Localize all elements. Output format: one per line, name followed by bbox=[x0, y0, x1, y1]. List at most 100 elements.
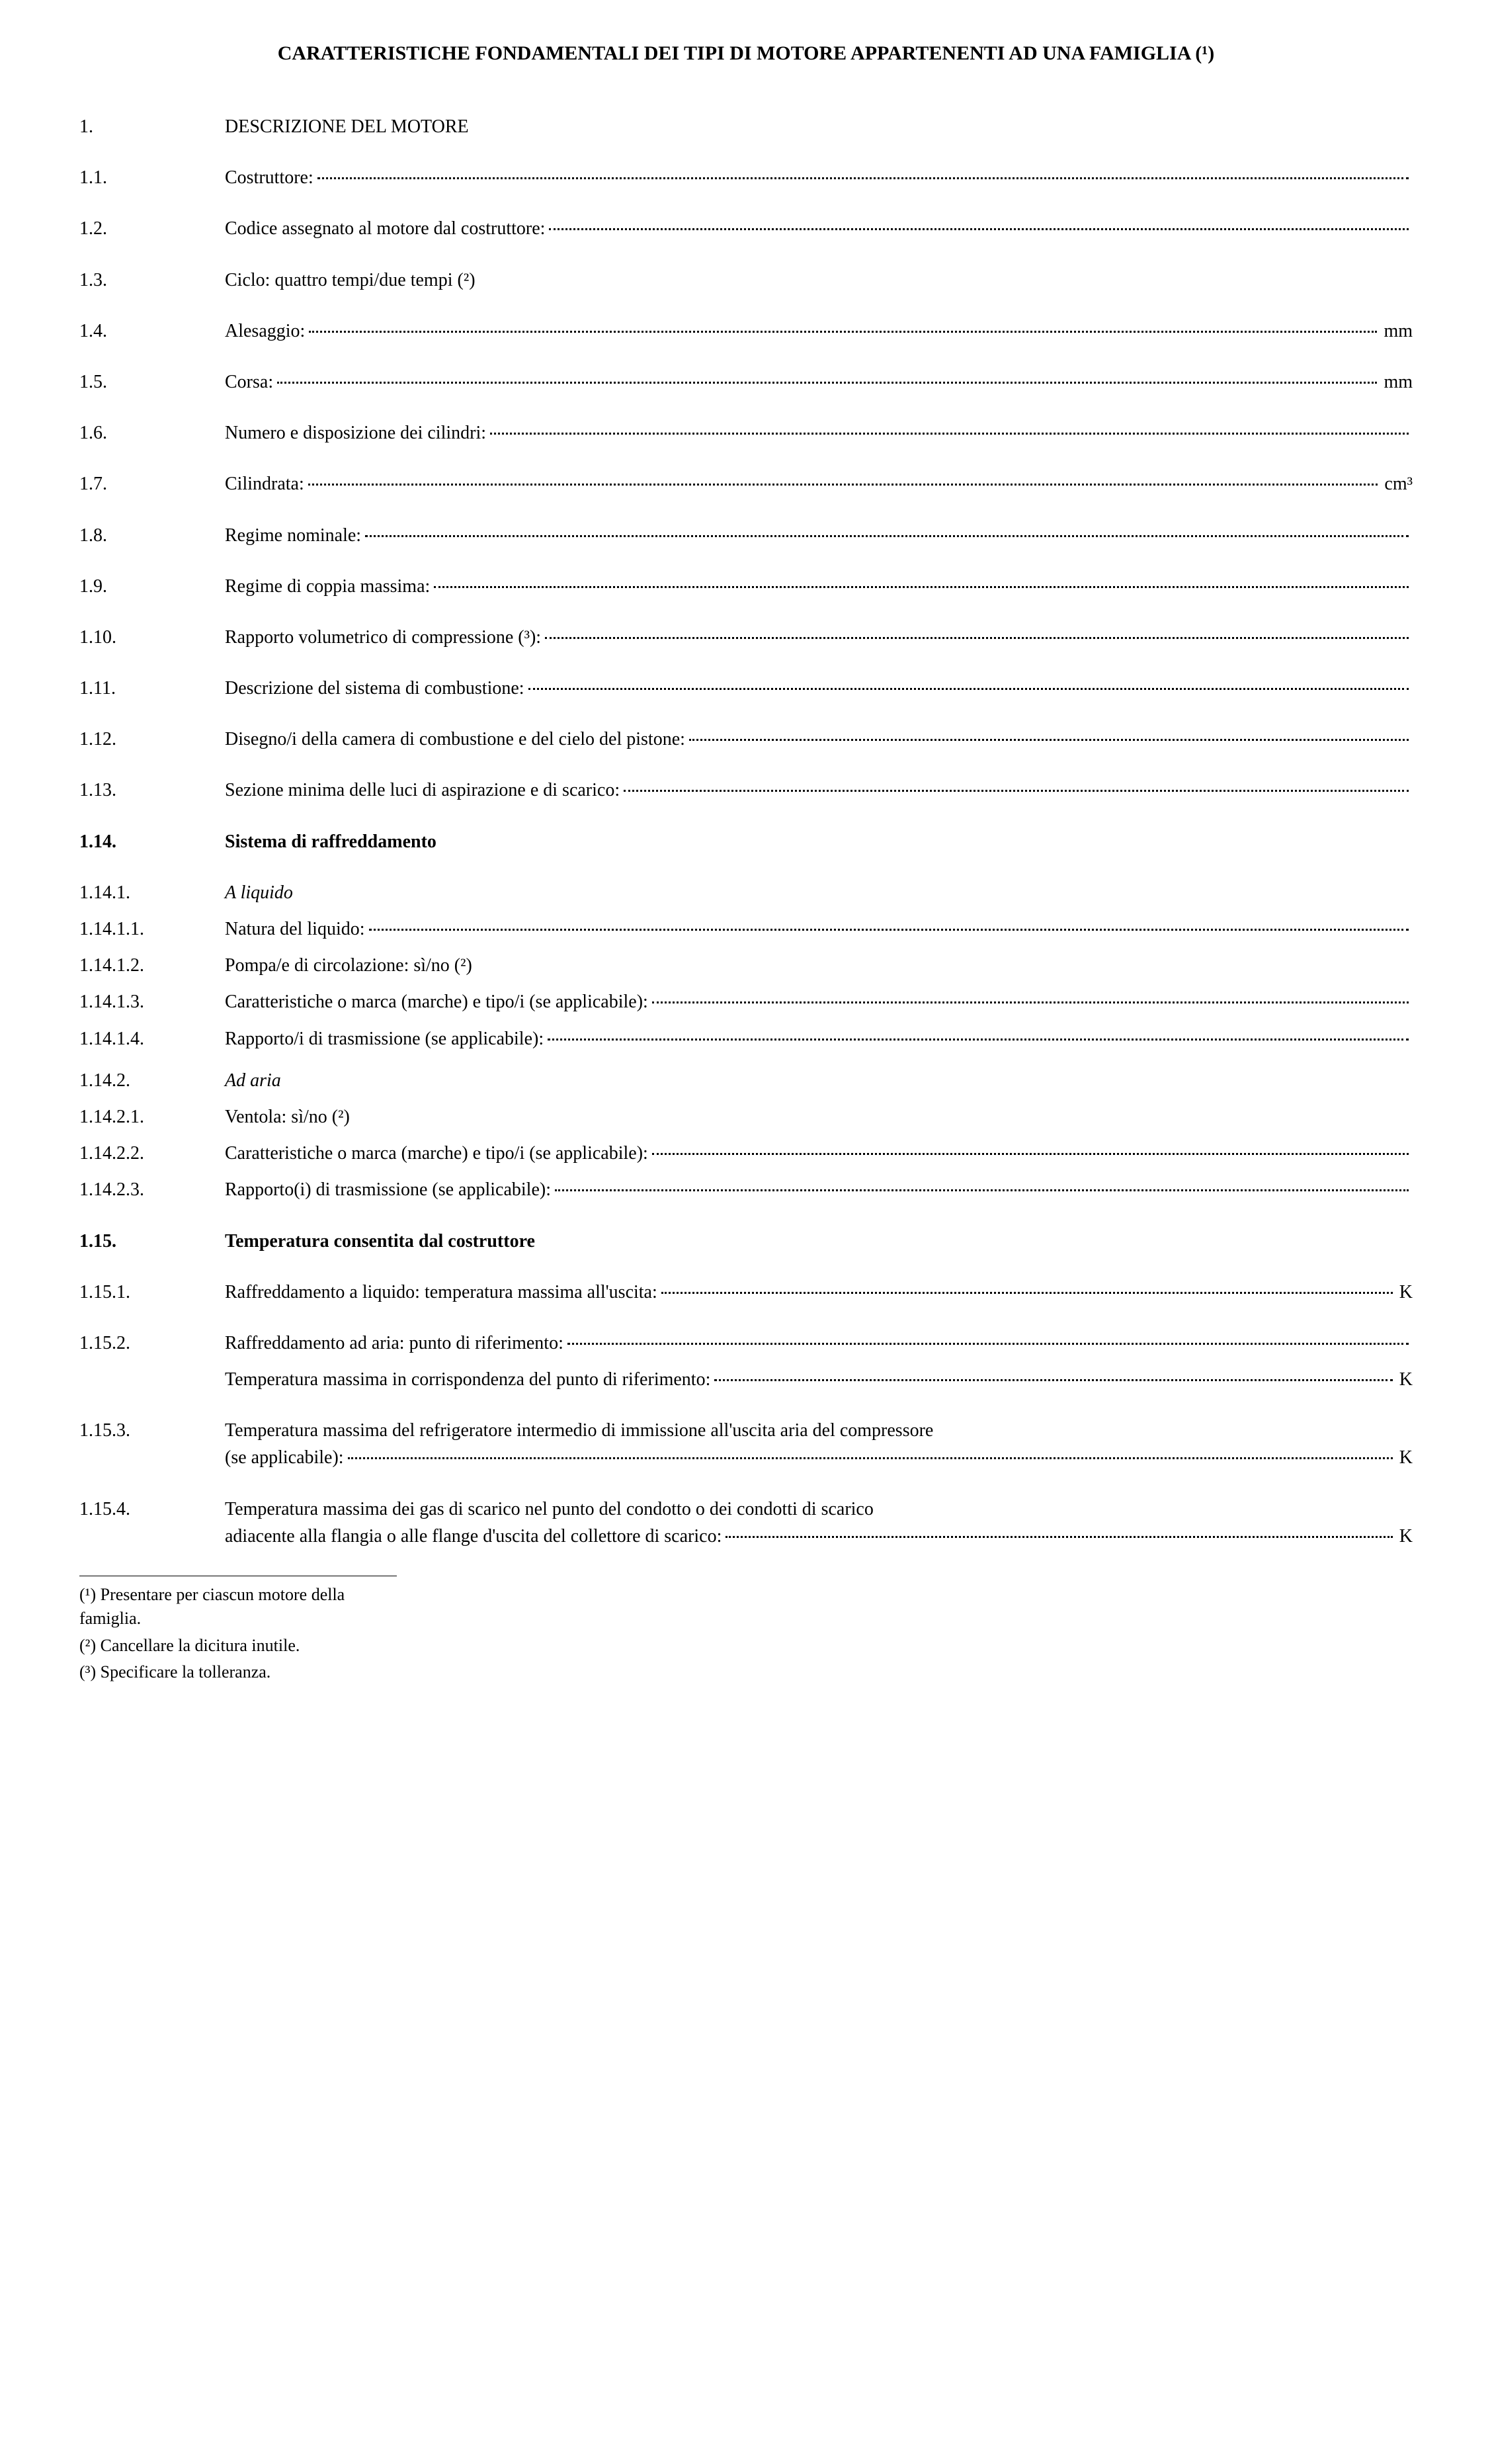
field-number: 1.15.1. bbox=[79, 1279, 225, 1305]
fill-line bbox=[652, 1001, 1409, 1003]
footnote-2: (²) Cancellare la dicitura inutile. bbox=[79, 1634, 397, 1658]
fill-line bbox=[434, 586, 1409, 588]
fill-line bbox=[528, 688, 1409, 690]
unit-label: K bbox=[1399, 1523, 1413, 1549]
field-number: 1.14.1.3. bbox=[79, 989, 225, 1015]
field-1-3: 1.3. Ciclo: quattro tempi/due tempi (²) bbox=[79, 267, 1413, 293]
field-label-line2: adiacente alla flangia o alle flange d'u… bbox=[225, 1523, 722, 1549]
field-label: Rapporto/i di trasmissione (se applicabi… bbox=[225, 1026, 544, 1052]
field-number: 1.2. bbox=[79, 216, 225, 241]
field-label: Sezione minima delle luci di aspirazione… bbox=[225, 777, 620, 803]
fill-line bbox=[369, 929, 1409, 931]
fill-line bbox=[555, 1189, 1409, 1191]
fill-line bbox=[661, 1292, 1393, 1294]
field-1-14-1-1: 1.14.1.1. Natura del liquido: bbox=[79, 916, 1413, 942]
fill-line bbox=[624, 790, 1409, 792]
field-label: Regime di coppia massima: bbox=[225, 574, 430, 599]
field-1-15-3: 1.15.3. Temperatura massima del refriger… bbox=[79, 1418, 1413, 1443]
section-label: Temperatura consentita dal costruttore bbox=[225, 1228, 535, 1254]
document-title: CARATTERISTICHE FONDAMENTALI DEI TIPI DI… bbox=[79, 40, 1413, 67]
field-1-14-1-2: 1.14.1.2. Pompa/e di circolazione: sì/no… bbox=[79, 953, 1413, 978]
field-label: Rapporto volumetrico di compressione (³)… bbox=[225, 624, 541, 650]
fill-line bbox=[652, 1153, 1409, 1155]
section-label: Sistema di raffreddamento bbox=[225, 829, 436, 855]
field-number: 1.14.1. bbox=[79, 880, 225, 906]
field-1-14-1-4: 1.14.1.4. Rapporto/i di trasmissione (se… bbox=[79, 1026, 1413, 1052]
field-label: Numero e disposizione dei cilindri: bbox=[225, 420, 486, 446]
field-1-15-2b: Temperatura massima in corrispondenza de… bbox=[79, 1367, 1413, 1392]
field-1-9: 1.9. Regime di coppia massima: bbox=[79, 574, 1413, 599]
field-label: Ciclo: quattro tempi/due tempi (²) bbox=[225, 267, 476, 293]
section-number: 1.15. bbox=[79, 1228, 225, 1254]
field-number: 1.15.2. bbox=[79, 1330, 225, 1356]
fill-line bbox=[725, 1536, 1392, 1538]
footnote-3: (³) Specificare la tolleranza. bbox=[79, 1660, 397, 1684]
field-number: 1.12. bbox=[79, 726, 225, 752]
field-label: Pompa/e di circolazione: sì/no (²) bbox=[225, 953, 472, 978]
field-1-15-2: 1.15.2. Raffreddamento ad aria: punto di… bbox=[79, 1330, 1413, 1356]
field-label: Caratteristiche o marca (marche) e tipo/… bbox=[225, 989, 648, 1015]
field-label: Costruttore: bbox=[225, 165, 313, 191]
field-label: Cilindrata: bbox=[225, 471, 304, 497]
fill-line bbox=[545, 637, 1409, 639]
field-1-14-2-1: 1.14.2.1. Ventola: sì/no (²) bbox=[79, 1104, 1413, 1130]
field-1-14-2-3: 1.14.2.3. Rapporto(i) di trasmissione (s… bbox=[79, 1177, 1413, 1203]
field-number: 1.14.2.1. bbox=[79, 1104, 225, 1130]
field-number: 1.4. bbox=[79, 318, 225, 344]
footnotes-section: (¹) Presentare per ciascun motore della … bbox=[79, 1576, 397, 1685]
field-1-1: 1.1. Costruttore: bbox=[79, 165, 1413, 191]
subsection-1-14-2: 1.14.2. Ad aria bbox=[79, 1068, 1413, 1093]
fill-line bbox=[490, 433, 1409, 435]
field-1-15-3-cont: (se applicabile): K bbox=[79, 1445, 1413, 1470]
field-number: 1.7. bbox=[79, 471, 225, 497]
field-number: 1.1. bbox=[79, 165, 225, 191]
field-number: 1.11. bbox=[79, 675, 225, 701]
field-number: 1.6. bbox=[79, 420, 225, 446]
field-1-14-2-2: 1.14.2.2. Caratteristiche o marca (march… bbox=[79, 1140, 1413, 1166]
field-label: Disegno/i della camera di combustione e … bbox=[225, 726, 685, 752]
field-number: 1.10. bbox=[79, 624, 225, 650]
field-number: 1.14.1.2. bbox=[79, 953, 225, 978]
field-number: 1.14.1.4. bbox=[79, 1026, 225, 1052]
section-1-14: 1.14. Sistema di raffreddamento bbox=[79, 829, 1413, 855]
field-label: Raffreddamento a liquido: temperatura ma… bbox=[225, 1279, 657, 1305]
section-number: 1.14. bbox=[79, 829, 225, 855]
fill-line bbox=[548, 1039, 1409, 1041]
fill-line bbox=[714, 1379, 1392, 1381]
field-number: 1.14.2.3. bbox=[79, 1177, 225, 1203]
field-label: Regime nominale: bbox=[225, 523, 361, 548]
field-label: Corsa: bbox=[225, 369, 273, 395]
field-1-8: 1.8. Regime nominale: bbox=[79, 523, 1413, 548]
field-number: 1.5. bbox=[79, 369, 225, 395]
field-1-12: 1.12. Disegno/i della camera di combusti… bbox=[79, 726, 1413, 752]
field-label-line1: Temperatura massima dei gas di scarico n… bbox=[225, 1496, 1413, 1522]
field-1-13: 1.13. Sezione minima delle luci di aspir… bbox=[79, 777, 1413, 803]
field-label: Descrizione del sistema di combustione: bbox=[225, 675, 524, 701]
fill-line bbox=[308, 484, 1378, 486]
field-1-15-4-cont: adiacente alla flangia o alle flange d'u… bbox=[79, 1523, 1413, 1549]
section-1: 1. DESCRIZIONE DEL MOTORE bbox=[79, 114, 1413, 140]
fill-line bbox=[317, 177, 1409, 179]
field-1-14-1-3: 1.14.1.3. Caratteristiche o marca (march… bbox=[79, 989, 1413, 1015]
unit-label: K bbox=[1399, 1367, 1413, 1392]
footnote-1: (¹) Presentare per ciascun motore della … bbox=[79, 1583, 397, 1631]
field-label: Natura del liquido: bbox=[225, 916, 365, 942]
field-1-7: 1.7. Cilindrata: cm³ bbox=[79, 471, 1413, 497]
section-label: DESCRIZIONE DEL MOTORE bbox=[225, 114, 469, 140]
fill-line bbox=[689, 739, 1409, 741]
unit-label: K bbox=[1399, 1279, 1413, 1305]
field-number: 1.14.2. bbox=[79, 1068, 225, 1093]
field-label-line1: Temperatura massima del refrigeratore in… bbox=[225, 1418, 1413, 1443]
field-number: 1.3. bbox=[79, 267, 225, 293]
field-number: 1.9. bbox=[79, 574, 225, 599]
field-label: Rapporto(i) di trasmissione (se applicab… bbox=[225, 1177, 551, 1203]
unit-label: K bbox=[1399, 1445, 1413, 1470]
field-label: Ad aria bbox=[225, 1068, 281, 1093]
field-1-11: 1.11. Descrizione del sistema di combust… bbox=[79, 675, 1413, 701]
unit-label: mm bbox=[1384, 369, 1413, 395]
fill-line bbox=[549, 228, 1409, 230]
field-label-line2: (se applicabile): bbox=[225, 1445, 344, 1470]
field-label: Caratteristiche o marca (marche) e tipo/… bbox=[225, 1140, 648, 1166]
field-1-15-1: 1.15.1. Raffreddamento a liquido: temper… bbox=[79, 1279, 1413, 1305]
field-1-5: 1.5. Corsa: mm bbox=[79, 369, 1413, 395]
